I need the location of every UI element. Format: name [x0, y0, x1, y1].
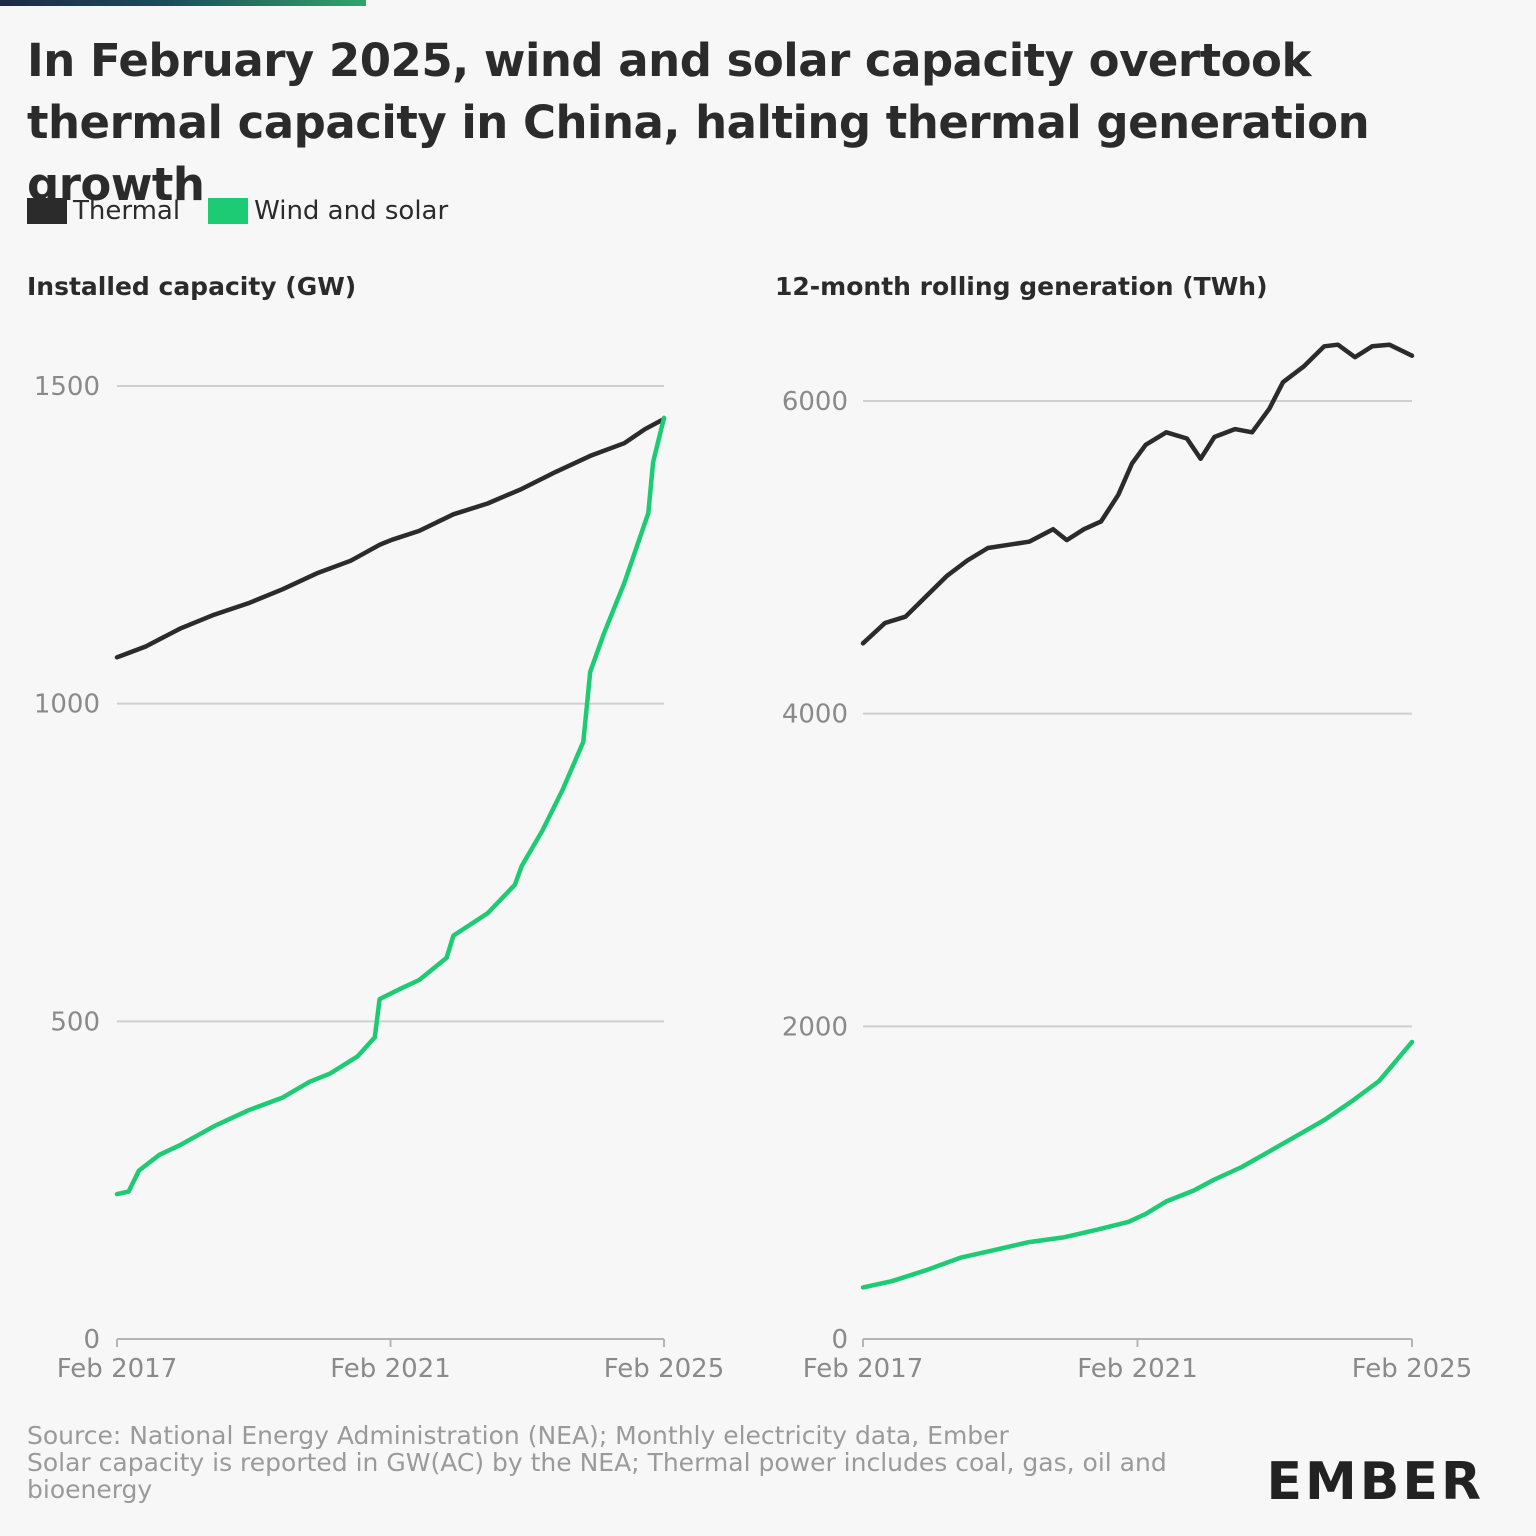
capacity-ytick-label: 0 [83, 1325, 100, 1355]
generation-ytick-label: 4000 [782, 700, 848, 730]
generation-xtick-label: Feb 2021 [1077, 1354, 1197, 1384]
capacity-xtick-label: Feb 2025 [604, 1354, 724, 1384]
legend-swatch-thermal [27, 198, 67, 224]
source-footer: Source: National Energy Administration (… [27, 1422, 1207, 1503]
legend-swatch-wind-solar [208, 198, 249, 224]
legend-item-thermal: Thermal [27, 196, 180, 226]
capacity-xtick-label: Feb 2017 [57, 1354, 177, 1384]
capacity-xtick-label: Feb 2021 [330, 1354, 450, 1384]
left-chart-subtitle: Installed capacity (GW) [27, 272, 357, 301]
legend-item-wind-solar: Wind and solar [208, 196, 448, 226]
legend-label-thermal: Thermal [73, 196, 181, 226]
source-line: Source: National Energy Administration (… [27, 1421, 1009, 1450]
capacity-ytick-label: 1500 [34, 372, 100, 402]
top-accent-bar [0, 0, 366, 6]
ember-logo: EMBER [1266, 1452, 1484, 1512]
generation-line-wind-solar [860, 1039, 1415, 1290]
generation-xtick-label: Feb 2017 [803, 1354, 923, 1384]
capacity-line-wind-solar [114, 415, 667, 1197]
chart-title: In February 2025, wind and solar capacit… [27, 34, 1370, 211]
note-line: Solar capacity is reported in GW(AC) by … [27, 1448, 1167, 1504]
capacity-ytick-label: 500 [50, 1007, 100, 1037]
generation-ytick-label: 2000 [782, 1012, 848, 1042]
legend: Thermal Wind and solar [27, 196, 476, 226]
generation-line-thermal [860, 342, 1415, 646]
generation-ytick-label: 0 [831, 1325, 848, 1355]
generation-ytick-label: 6000 [782, 387, 848, 417]
capacity-ytick-label: 1000 [34, 690, 100, 720]
right-chart-subtitle: 12-month rolling generation (TWh) [775, 272, 1268, 301]
legend-label-wind-solar: Wind and solar [254, 196, 449, 226]
generation-xtick-label: Feb 2025 [1352, 1354, 1472, 1384]
capacity-line-thermal [114, 416, 667, 660]
